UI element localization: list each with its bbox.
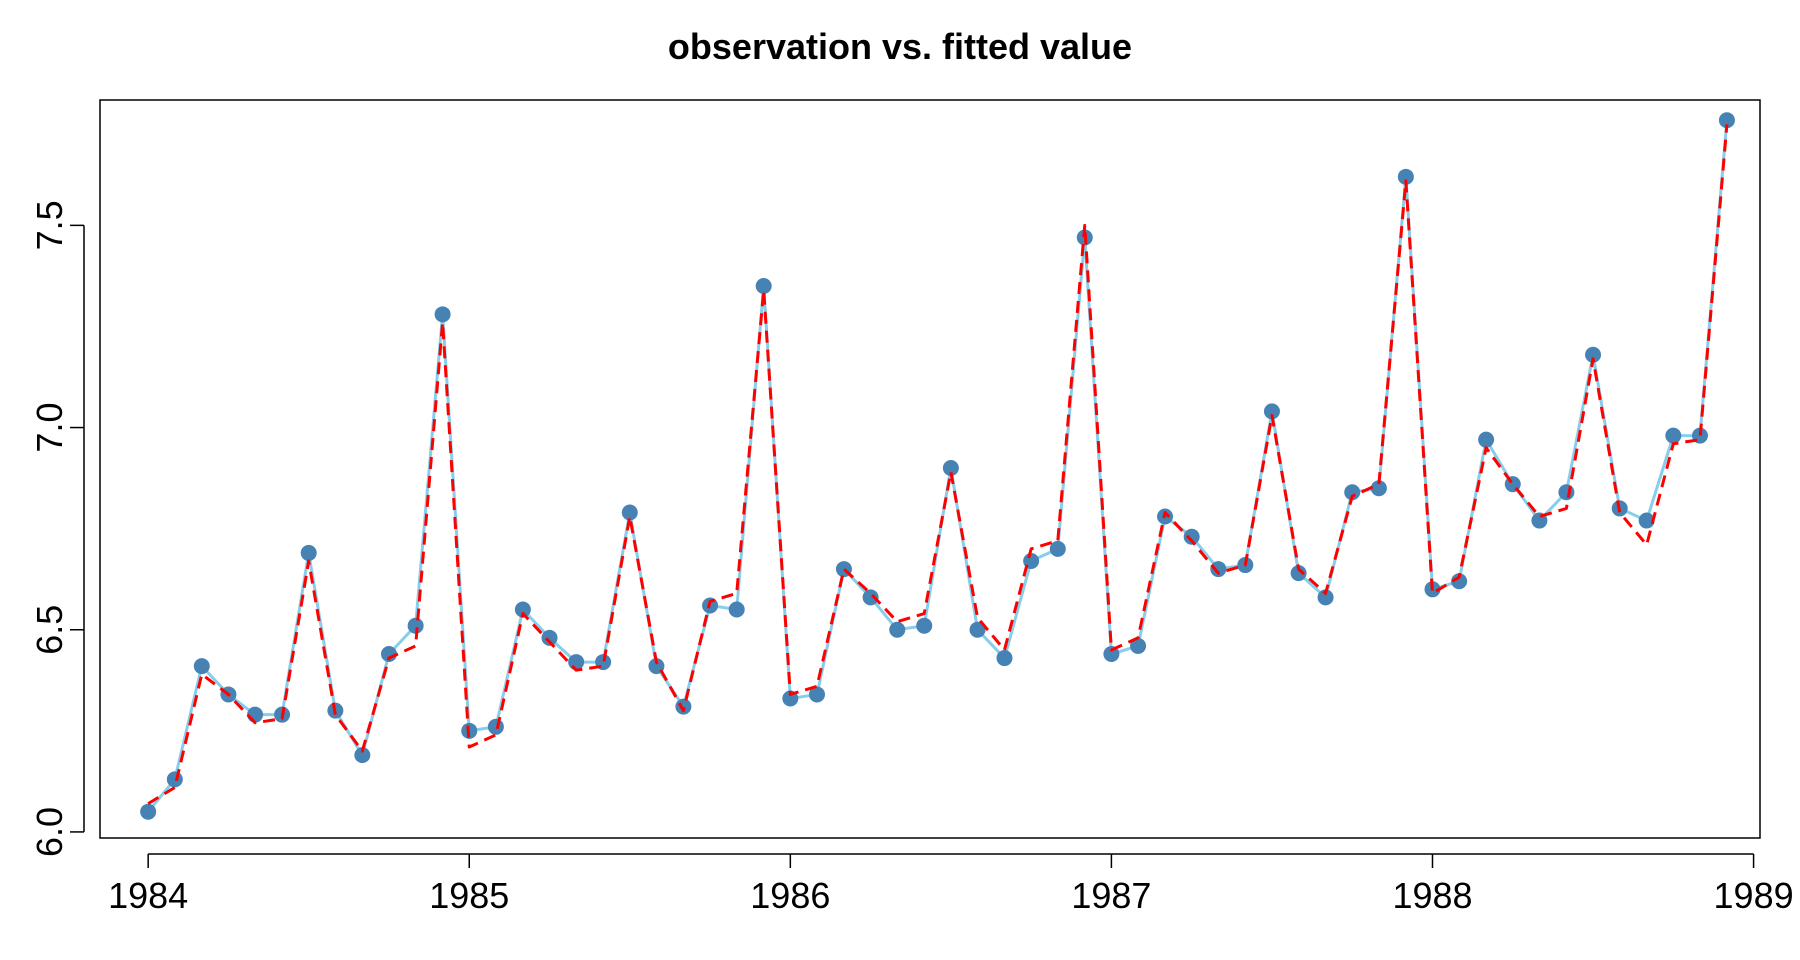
- y-tick-label: 6.0: [29, 807, 70, 857]
- observed-point: [1370, 480, 1387, 497]
- observed-point: [166, 771, 183, 788]
- observed-point: [193, 658, 210, 675]
- observed-point: [514, 601, 531, 618]
- observed-point: [1130, 637, 1147, 654]
- y-axis: 6.0 6.5 7.0 7.5: [29, 200, 85, 857]
- x-tick-label: 1987: [1071, 875, 1151, 916]
- observed-point: [969, 621, 986, 638]
- observed-point: [487, 718, 504, 735]
- observed-point: [354, 747, 371, 764]
- observed-point: [728, 601, 745, 618]
- observed-point: [996, 650, 1013, 667]
- y-tick-label: 6.5: [29, 605, 70, 655]
- observed-point: [942, 459, 959, 476]
- y-tick-label: 7.5: [29, 200, 70, 250]
- x-axis: 1984 1985 1986 1987 1988 1989: [108, 853, 1794, 916]
- observed-point: [1638, 512, 1655, 529]
- observed-point: [1585, 346, 1602, 363]
- observed-point: [1290, 565, 1307, 582]
- observed-point: [889, 621, 906, 638]
- observed-point: [1665, 427, 1682, 444]
- observed-point: [1317, 589, 1334, 606]
- observed-point: [1478, 431, 1495, 448]
- observed-point: [675, 698, 692, 715]
- observed-point: [621, 504, 638, 521]
- observed-point: [568, 654, 585, 671]
- observed-point: [648, 658, 665, 675]
- observed-point: [1103, 646, 1120, 663]
- observed-line: [147, 120, 1729, 813]
- observed-point: [300, 544, 317, 561]
- x-tick-label: 1988: [1392, 875, 1472, 916]
- chart-title: observation vs. fitted value: [667, 26, 1133, 67]
- x-tick-label: 1989: [1714, 875, 1794, 916]
- observed-point: [1263, 403, 1280, 420]
- observed-point: [1558, 484, 1575, 501]
- fitted-line: [147, 124, 1729, 805]
- observed-point: [1210, 561, 1227, 578]
- plot-frame: [99, 99, 1761, 839]
- observed-point: [916, 617, 933, 634]
- y-tick-label: 7.0: [29, 403, 70, 453]
- x-tick-label: 1986: [750, 875, 830, 916]
- observed-point: [808, 686, 825, 703]
- observed-point: [1344, 484, 1361, 501]
- observed-point: [1183, 528, 1200, 545]
- series-layer: [140, 112, 1735, 820]
- observed-point: [1451, 573, 1468, 590]
- observed-point: [1718, 112, 1735, 129]
- x-tick-label: 1985: [429, 875, 509, 916]
- observed-point: [1397, 168, 1414, 185]
- observed-point: [434, 306, 451, 323]
- observed-point: [380, 646, 397, 663]
- observed-point: [1049, 540, 1066, 557]
- observed-point: [541, 629, 558, 646]
- observed-point: [407, 617, 424, 634]
- observed-point: [862, 589, 879, 606]
- observed-point: [140, 803, 157, 820]
- observed-point: [755, 278, 772, 295]
- x-tick-label: 1984: [108, 875, 188, 916]
